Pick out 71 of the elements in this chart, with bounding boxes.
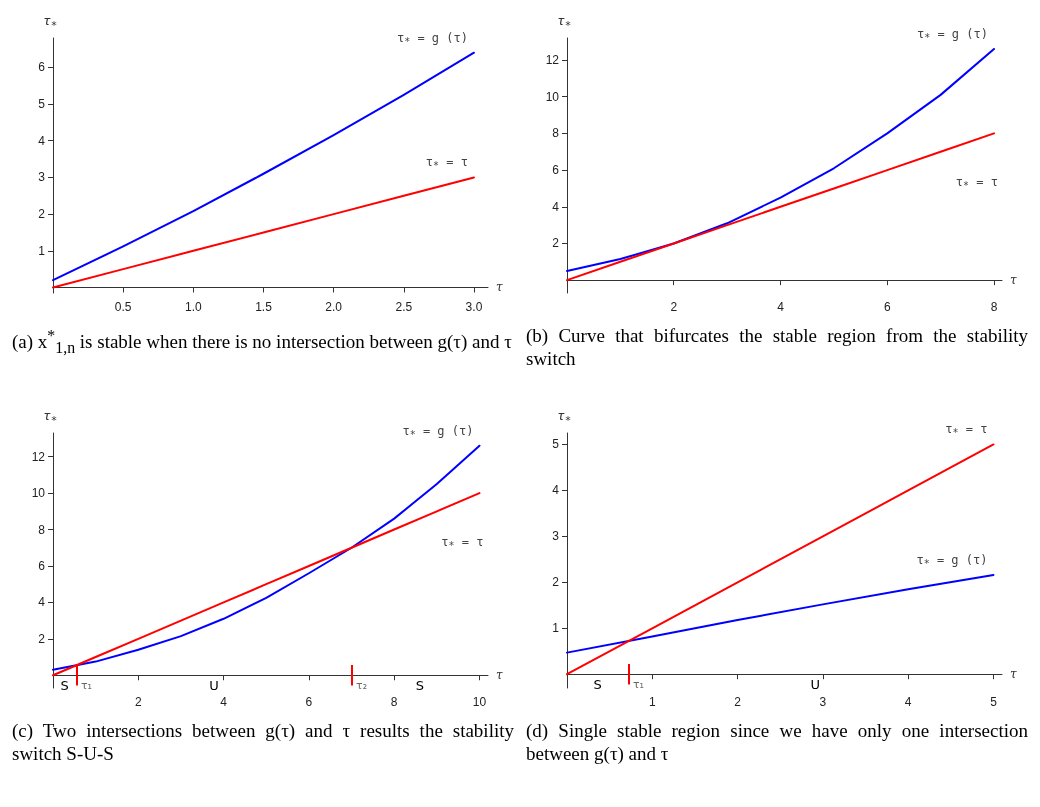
text: τ$_{*}$ = τ [955,174,998,194]
y-tick-label: 4 [552,199,560,214]
y-tick-label: 1 [38,243,46,258]
x-tick-label: 2 [670,300,678,314]
x-tick-label: 5 [990,695,998,709]
y-tick-label: 6 [38,558,46,573]
annotation: S [415,677,424,693]
y-tick-label: 8 [552,126,560,141]
x-tick-label: 3.0 [465,300,483,314]
x-tick-label: 8 [390,695,398,709]
y-tick-label: 4 [38,133,46,148]
x-tick-label: 3 [819,695,827,709]
y-tick-label: 4 [552,483,560,498]
y-axis-title: τ$_{*}$ [43,407,58,429]
x-tick-label: 1.0 [184,300,202,314]
y-tick-label: 6 [552,163,560,178]
x-axis-title: τ [496,668,503,683]
y-tick-label: 12 [545,53,560,68]
annotation: U [209,677,219,693]
ref-line-label: τ₂ [356,678,368,692]
x-tick-label: 2.5 [395,300,413,314]
x-tick-label: 8 [990,300,998,314]
text: (d) Single stable region since we have only one intersection between g(τ) and τ [525,719,1029,765]
annotation: S [60,677,69,693]
y-tick-label: 1 [552,621,560,636]
series-label: τ$_{*}$ = g (τ) [916,551,988,571]
series-label: τ$_{*}$ = τ [945,421,988,441]
x-tick-label: 1.5 [255,300,273,314]
y-tick-label: 10 [31,486,46,501]
y-tick-label: 2 [38,207,46,222]
x-axis-title: τ [1010,273,1017,288]
x-tick-label: 4 [777,300,785,314]
series-label: τ$_{*}$ = τ [425,154,468,174]
y-axis-title: τ$_{*}$ [43,12,58,34]
series-label: τ$_{*}$ = g (τ) [402,422,474,442]
annotation: U [810,676,820,692]
text: (c) Two intersections between g(τ) and τ results the stability switch S-U-S [11,719,515,765]
x-tick-label: 2.0 [325,300,343,314]
series-label: τ$_{*}$ = τ [441,533,484,554]
x-tick-label: 1 [648,695,656,709]
x-axis-title: τ [1010,667,1017,682]
y-tick-label: 5 [552,437,560,452]
y-tick-label: 3 [38,170,46,185]
y-axis-title: τ$_{*}$ [557,12,572,34]
y-tick-label: 12 [31,449,46,464]
x-tick-label: 10 [472,695,487,709]
x-tick-label: 2 [734,695,742,709]
y-tick-label: 4 [38,595,46,610]
x-axis-title: τ [496,280,503,295]
x-tick-label: 6 [883,300,891,314]
y-tick-label: 2 [552,575,560,590]
y-axis-title: τ$_{*}$ [557,407,572,429]
y-tick-label: 10 [545,89,560,104]
text: (b) Curve that bifurcates the stable region from the stability switch [525,324,1029,370]
annotation: S [593,676,602,692]
x-tick-label: 4 [904,695,912,709]
series-label: τ$_{*}$ = g (τ) [916,25,988,45]
series-label: τ$_{*}$ = g (τ) [396,29,468,49]
y-tick-label: 2 [552,236,560,251]
y-tick-label: 5 [38,97,46,112]
y-tick-label: 8 [38,522,46,537]
y-tick-label: 2 [38,631,46,646]
y-tick-label: 6 [38,60,46,75]
x-tick-label: 4 [220,695,228,709]
x-tick-label: 0.5 [114,300,132,314]
ref-line-label: τ₁ [632,677,644,691]
text: (a) x$^{*}$$_{1,n}$ is stable when there is no intersection between g(τ) and τ [11,326,513,359]
ref-line-label: τ₁ [80,678,92,692]
y-tick-label: 3 [552,529,560,544]
x-tick-label: 6 [305,695,313,709]
x-tick-label: 2 [134,695,142,709]
